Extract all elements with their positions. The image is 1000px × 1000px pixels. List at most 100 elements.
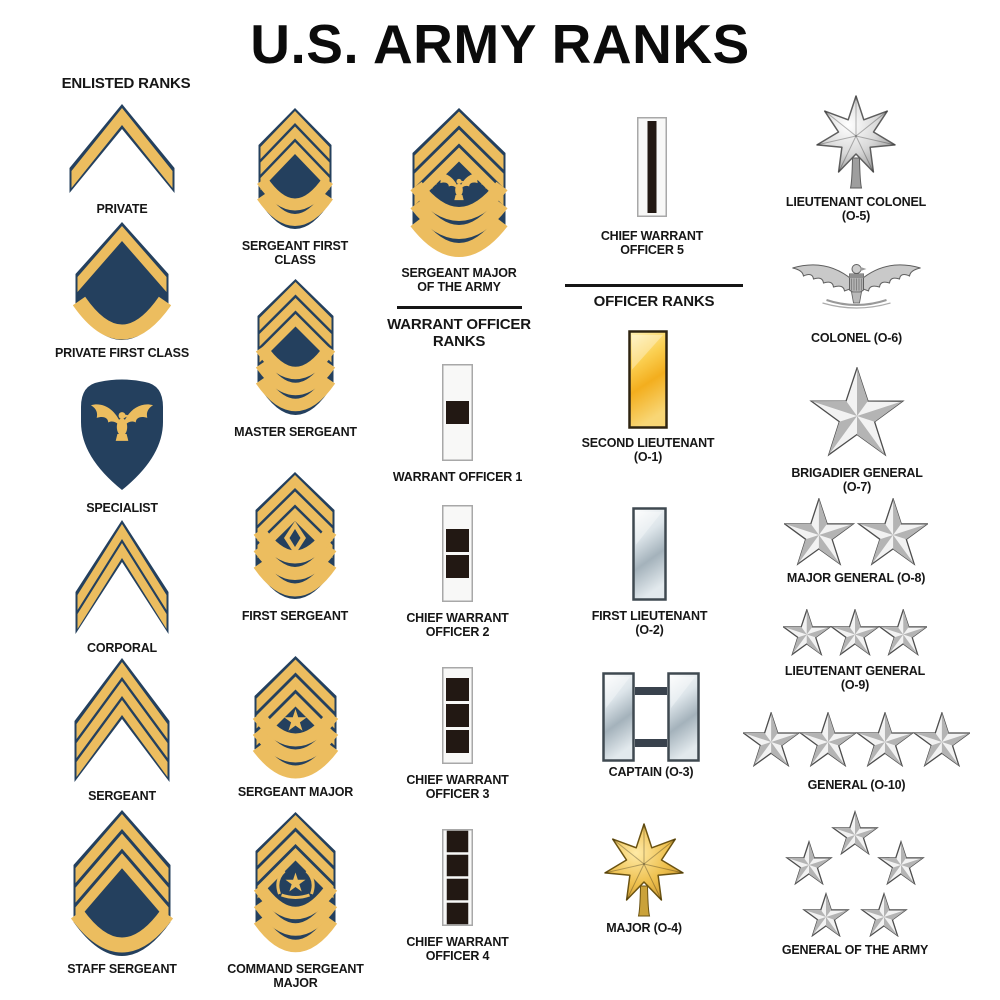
rank-sergeant: SERGEANT [72, 658, 172, 820]
rank-cw4: CHIEF WARRANT OFFICER 4 [406, 829, 509, 966]
msg-label-line1: MASTER SERGEANT [234, 425, 357, 439]
o2-label-line2: (O-2) [635, 622, 664, 637]
o9-label: LIEUTENANT GENERAL (O-9) [745, 664, 965, 692]
o7-label-line1: BRIGADIER GENERAL [791, 466, 923, 480]
msg-insignia-icon [255, 279, 336, 415]
o7-label: BRIGADIER GENERAL (O-7) [747, 466, 967, 494]
rank-o1: SECOND LIEUTENANT (O-1) [582, 330, 715, 467]
rank-o6: COLONEL (O-6) [788, 252, 925, 362]
o9-label-line2: (O-9) [840, 677, 870, 692]
rank-sfc: SERGEANT FIRST CLASS [242, 108, 348, 270]
cw2-insignia-icon [442, 505, 473, 602]
o4-insignia-icon [604, 823, 684, 917]
rank-msg: MASTER SERGEANT [234, 279, 357, 456]
sgm-insignia-icon [252, 656, 339, 779]
sma-insignia-icon [410, 108, 508, 257]
rank-o3: CAPTAIN (O-3) [602, 672, 700, 796]
sgm-label: SERGEANT MAJOR [186, 785, 406, 800]
o3-label: CAPTAIN (O-3) [541, 765, 761, 780]
rank-o7: BRIGADIER GENERAL (O-7) [791, 367, 923, 497]
csm-label-line2: MAJOR [273, 975, 318, 990]
sfc-insignia-icon [257, 108, 333, 229]
sma-label: SERGEANT MAJOR OF THE ARMY [349, 266, 569, 294]
cw2-label-line1: CHIEF WARRANT [406, 611, 509, 625]
cw4-insignia-icon [442, 829, 473, 926]
o8-label-line1: MAJOR GENERAL (O-8) [786, 571, 926, 585]
o2-label: FIRST LIEUTENANT (O-2) [540, 609, 760, 637]
o9-insignia-icon [783, 609, 927, 656]
o1-insignia-icon [628, 330, 668, 429]
wo1-label-line1: WARRANT OFFICER 1 [392, 470, 523, 484]
cw3-label-line2: OFFICER 3 [425, 786, 490, 801]
cw2-label: CHIEF WARRANT OFFICER 2 [348, 611, 568, 639]
o1-label-line1: SECOND LIEUTENANT [581, 436, 715, 450]
specialist-label: SPECIALIST [12, 501, 232, 516]
o3-label-line1: CAPTAIN (O-3) [608, 765, 694, 779]
o9-label-line1: LIEUTENANT GENERAL [784, 664, 926, 678]
officer-section-divider-line [565, 284, 743, 287]
cw4-label-line1: CHIEF WARRANT [406, 935, 509, 949]
rank-goa: GENERAL OF THE ARMY [782, 809, 928, 974]
o5-label-line1: LIEUTENANT COLONEL [785, 195, 927, 209]
corporal-label-line1: CORPORAL [87, 641, 157, 655]
o3-insignia-icon [602, 672, 700, 762]
section-header-officer: OFFICER RANKS [554, 293, 754, 311]
goa-label: GENERAL OF THE ARMY [745, 943, 965, 958]
sergeant-insignia-icon [74, 658, 170, 782]
sfc-label-line2: CLASS [274, 252, 316, 267]
goa-label-line1: GENERAL OF THE ARMY [781, 943, 929, 957]
warrant-header-line1: WARRANT OFFICER [387, 316, 531, 333]
cw5-label-line2: OFFICER 5 [620, 242, 684, 257]
o8-label: MAJOR GENERAL (O-8) [746, 571, 966, 586]
private-label: PRIVATE [12, 202, 232, 217]
enlisted-ranks-header-text: ENLISTED RANKS [61, 75, 191, 92]
cw5-label-line1: CHIEF WARRANT [600, 229, 704, 243]
rank-o4: MAJOR (O-4) [598, 820, 690, 952]
firstsgt-label: FIRST SERGEANT [185, 609, 405, 624]
sergeant-label: SERGEANT [12, 789, 232, 804]
sma-label-line1: SERGEANT MAJOR [401, 266, 517, 280]
o6-label: COLONEL (O-6) [747, 331, 967, 346]
specialist-insignia-icon [81, 379, 163, 490]
officer-ranks-header-text: OFFICER RANKS [593, 293, 715, 310]
sfc-label: SERGEANT FIRST CLASS [185, 239, 405, 267]
o10-label: GENERAL (O-10) [747, 778, 967, 793]
goa-insignia-icon [785, 809, 925, 937]
wo1-label: WARRANT OFFICER 1 [348, 470, 568, 485]
rank-o8: MAJOR GENERAL (O-8) [784, 498, 928, 602]
o1-label: SECOND LIEUTENANT (O-1) [538, 436, 758, 464]
corporal-insignia-icon [75, 520, 169, 634]
o2-insignia-icon [632, 507, 667, 601]
sfc-label-line1: SERGEANT FIRST [241, 239, 349, 253]
section-header-warrant: WARRANT OFFICER RANKS [359, 316, 559, 350]
o6-insignia-icon [792, 264, 921, 309]
o10-label-line1: GENERAL (O-10) [807, 778, 906, 792]
o5-insignia-icon [816, 95, 896, 189]
staffsgt-label: STAFF SERGEANT [12, 962, 232, 977]
warrant-section-divider-line [397, 306, 522, 309]
o8-insignia-icon [784, 498, 928, 566]
rank-o2: FIRST LIEUTENANT (O-2) [592, 507, 707, 640]
rank-o10: GENERAL (O-10) [743, 712, 970, 809]
firstsgt-label-line1: FIRST SERGEANT [241, 609, 349, 623]
rank-firstsgt: FIRST SERGEANT [242, 472, 348, 640]
rank-cw5: CHIEF WARRANT OFFICER 5 [601, 117, 703, 260]
private-label-line1: PRIVATE [96, 202, 148, 216]
o10-insignia-icon [743, 712, 970, 768]
cw3-insignia-icon [442, 667, 473, 764]
o4-label-line1: MAJOR (O-4) [606, 921, 682, 935]
rank-corporal: CORPORAL [73, 520, 171, 672]
rank-cw3: CHIEF WARRANT OFFICER 3 [406, 667, 509, 804]
o5-label-line2: (O-5) [841, 208, 871, 223]
o1-label-line2: (O-1) [633, 449, 663, 464]
rank-wo1: WARRANT OFFICER 1 [393, 364, 522, 501]
sergeant-label-line1: SERGEANT [88, 789, 156, 803]
csm-label-line1: COMMAND SERGEANT [227, 962, 364, 976]
sma-label-line2: OF THE ARMY [417, 279, 501, 294]
staffsgt-label-line1: STAFF SERGEANT [67, 962, 177, 976]
csm-insignia-icon [253, 812, 338, 953]
wo1-insignia-icon [442, 364, 473, 461]
csm-label: COMMAND SERGEANT MAJOR [186, 962, 406, 990]
rank-sgm: SERGEANT MAJOR [238, 656, 353, 816]
